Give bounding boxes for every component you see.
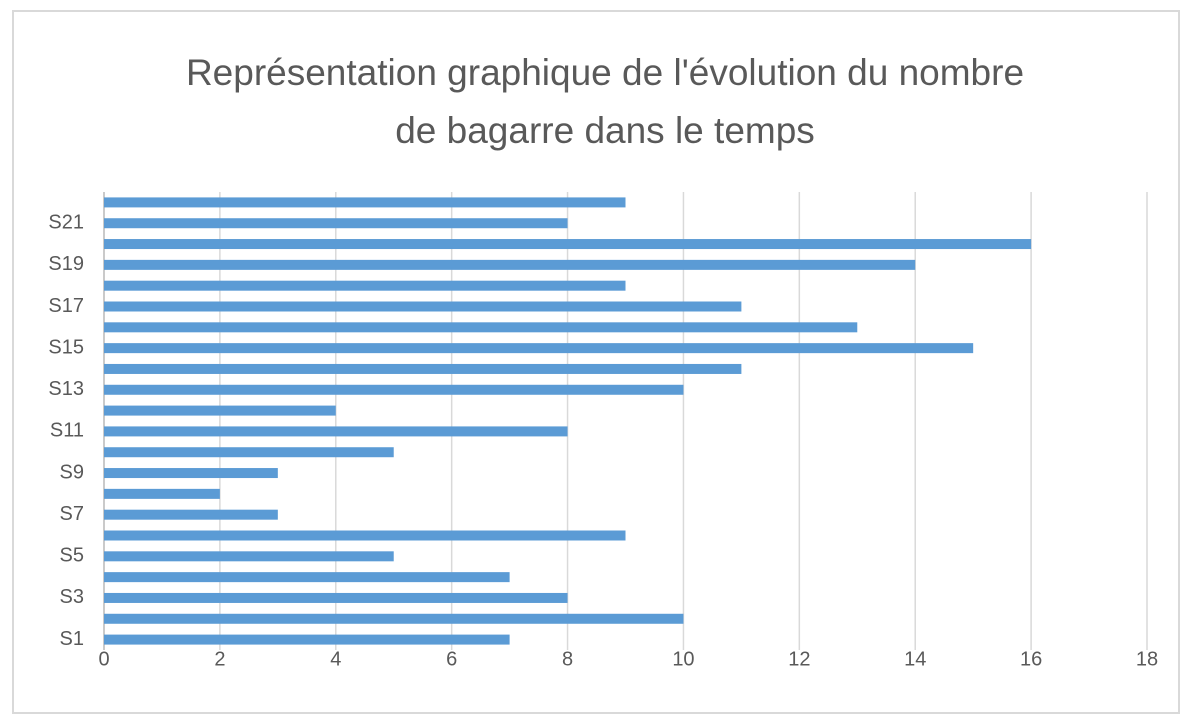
- bar: [104, 447, 394, 458]
- y-tick-label: S21: [48, 212, 84, 234]
- y-tick-label: S7: [60, 503, 84, 525]
- chart-title: Représentation graphique de l'évolution …: [185, 52, 1025, 151]
- bar: [104, 239, 1032, 250]
- bar: [104, 301, 742, 312]
- y-tick-label: S1: [60, 628, 84, 650]
- y-tick-label: S19: [48, 253, 84, 275]
- bar: [104, 551, 394, 562]
- bar: [104, 488, 220, 499]
- x-tick-label: 2: [214, 648, 225, 670]
- chart-border: [12, 10, 1180, 714]
- y-tick-label: S11: [50, 420, 84, 442]
- bar: [104, 280, 626, 291]
- x-tick-label: 16: [1020, 648, 1042, 670]
- x-tick-label: 10: [672, 648, 694, 670]
- bar: [104, 363, 742, 374]
- bar: [104, 197, 626, 208]
- bar: [104, 426, 568, 437]
- x-tick-label: 8: [562, 648, 573, 670]
- y-tick-label: S13: [48, 378, 84, 400]
- bar: [104, 592, 568, 603]
- bar: [104, 634, 510, 645]
- x-tick-label: 18: [1136, 648, 1158, 670]
- x-tick-label: 6: [446, 648, 457, 670]
- x-tick-label: 12: [788, 648, 810, 670]
- bar: [104, 218, 568, 229]
- y-tick-label: S17: [48, 295, 84, 317]
- bar: [104, 405, 336, 416]
- bar: [104, 259, 916, 270]
- bar: [104, 613, 684, 624]
- bar: [104, 468, 278, 479]
- y-tick-label: S3: [60, 586, 84, 608]
- bar: [104, 343, 974, 354]
- bar: [104, 509, 278, 520]
- x-tick-label: 0: [98, 648, 109, 670]
- bar: [104, 572, 510, 583]
- bar: [104, 530, 626, 541]
- y-tick-label: S9: [60, 461, 84, 483]
- y-tick-label: S15: [48, 336, 84, 358]
- bar: [104, 384, 684, 395]
- x-tick-label: 14: [904, 648, 926, 670]
- x-tick-label: 4: [330, 648, 341, 670]
- y-tick-label: S5: [60, 545, 84, 567]
- bar: [104, 322, 858, 333]
